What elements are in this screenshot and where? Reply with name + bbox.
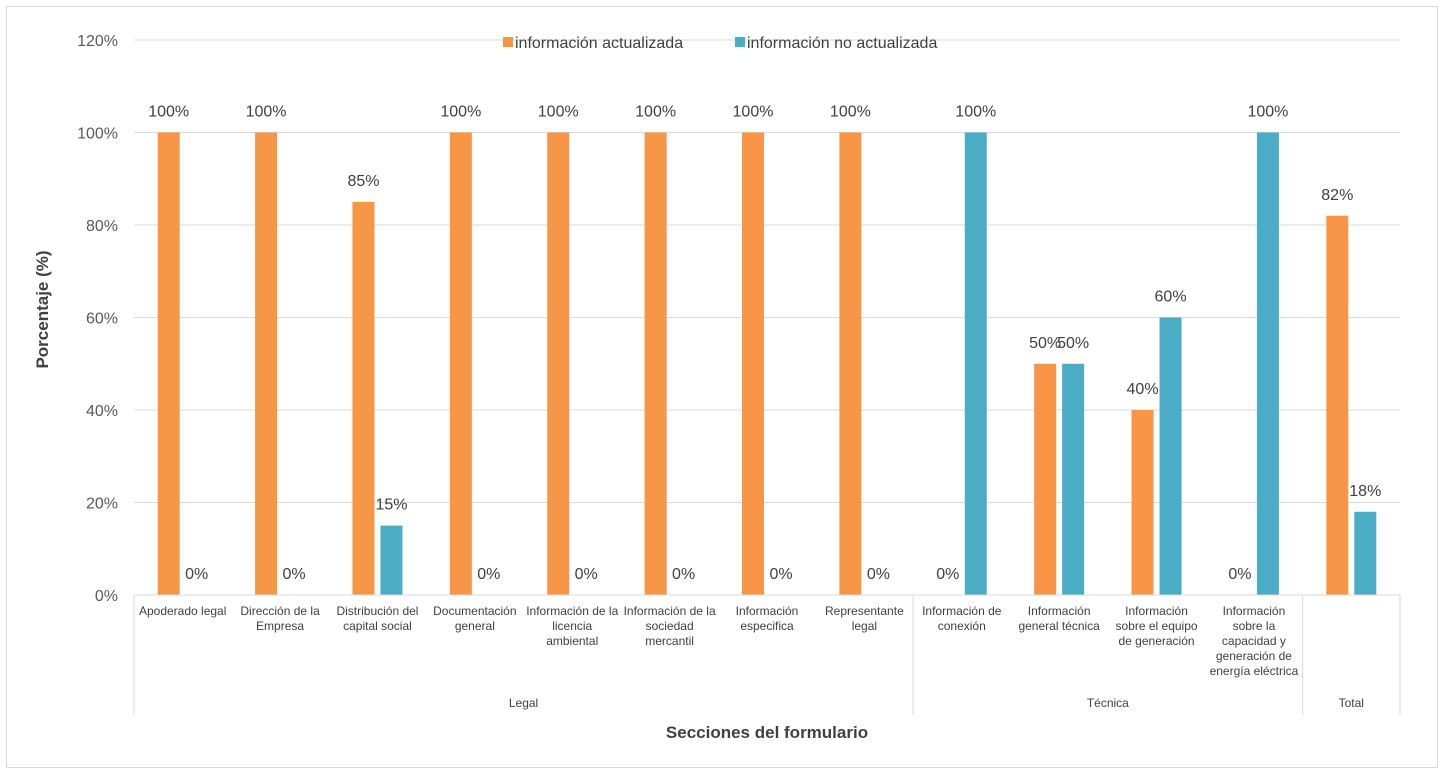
x-category-label: Información	[1223, 604, 1286, 618]
x-category-label: Información de	[922, 604, 1002, 618]
x-category-label: Información	[736, 604, 799, 618]
label-no-actualizada: 0%	[283, 566, 306, 583]
data-labels: 100% 0% 100% 0% 85% 15% 100% 0% 100% 0% 100% 0% 100%…	[148, 104, 1381, 584]
bar-no-actualizada	[964, 132, 987, 595]
x-category-label: Apoderado legal	[139, 604, 226, 618]
label-actualizada: 85%	[347, 173, 379, 190]
x-category-label: legal	[852, 619, 877, 633]
x-category-label: general técnica	[1018, 619, 1100, 633]
x-category-label: Distribución del	[336, 604, 418, 618]
x-category-label: capital social	[343, 619, 412, 633]
bar-no-actualizada	[1256, 132, 1279, 595]
y-axis-title: Porcentaje (%)	[33, 250, 52, 368]
x-category-label: energía eléctrica	[1210, 664, 1299, 678]
y-tick-label: 0%	[95, 588, 118, 605]
label-no-actualizada: 18%	[1349, 483, 1381, 500]
label-no-actualizada: 60%	[1155, 289, 1187, 306]
x-category-label: Información de la	[526, 604, 618, 618]
gridlines	[134, 39, 1400, 596]
x-category-label: conexión	[938, 619, 986, 633]
bar-actualizada	[255, 132, 278, 595]
y-tick-label: 40%	[86, 403, 118, 420]
bar-actualizada	[449, 132, 472, 595]
y-tick-label: 80%	[86, 218, 118, 235]
label-actualizada: 50%	[1029, 335, 1061, 352]
x-category-label: sociedad	[646, 619, 694, 633]
label-no-actualizada: 100%	[955, 104, 996, 121]
x-category-label: general	[455, 619, 495, 633]
label-actualizada: 100%	[635, 104, 676, 121]
x-category-label: Dirección de la	[240, 604, 320, 618]
label-no-actualizada: 0%	[185, 566, 208, 583]
bar-actualizada	[1326, 215, 1349, 595]
bar-actualizada	[1131, 410, 1154, 595]
bar-actualizada	[839, 132, 862, 595]
legend-label-actualizada: información actualizada	[515, 35, 683, 52]
x-category-label: sobre la	[1233, 619, 1276, 633]
y-tick-label: 100%	[77, 126, 118, 143]
bars	[157, 132, 1377, 595]
bar-actualizada	[1034, 363, 1057, 595]
legend: información actualizada información no ac…	[503, 35, 937, 52]
bar-no-actualizada	[1062, 363, 1085, 595]
bar-no-actualizada	[1159, 317, 1182, 595]
x-category-label: de generación	[1119, 634, 1195, 648]
bar-no-actualizada	[1354, 511, 1377, 595]
y-tick-label: 20%	[86, 496, 118, 513]
x-category-label: Documentación	[433, 604, 516, 618]
x-axis-title: Secciones del formulario	[666, 723, 868, 742]
label-actualizada: 82%	[1321, 187, 1353, 204]
x-category-label: mercantil	[645, 634, 694, 648]
y-tick-label: 60%	[86, 311, 118, 328]
label-no-actualizada: 0%	[867, 566, 890, 583]
label-no-actualizada: 15%	[375, 497, 407, 514]
y-tick-label: 120%	[77, 33, 118, 50]
label-actualizada: 100%	[830, 104, 871, 121]
x-category-label: Empresa	[256, 619, 304, 633]
x-category-label: ambiental	[546, 634, 598, 648]
label-no-actualizada: 0%	[672, 566, 695, 583]
x-category-label: licencia	[552, 619, 592, 633]
label-actualizada: 100%	[148, 104, 189, 121]
label-actualizada: 0%	[1228, 566, 1251, 583]
label-no-actualizada: 50%	[1057, 335, 1089, 352]
x-category-label: Información	[1125, 604, 1188, 618]
x-category-label: sobre el equipo	[1116, 619, 1198, 633]
x-category-label: generación de	[1216, 649, 1292, 663]
legend-swatch-actualizada	[503, 37, 513, 47]
bar-no-actualizada	[380, 525, 403, 595]
label-actualizada: 100%	[246, 104, 287, 121]
x-category-label: Información	[1028, 604, 1091, 618]
x-group-label: Técnica	[1087, 696, 1129, 710]
label-actualizada: 100%	[538, 104, 579, 121]
x-group-label: Legal	[509, 696, 538, 710]
x-category-label: Representante	[825, 604, 904, 618]
bar-actualizada	[157, 132, 180, 595]
x-category-label: capacidad y	[1222, 634, 1286, 648]
label-no-actualizada: 100%	[1247, 104, 1288, 121]
bar-actualizada	[352, 201, 375, 595]
x-category-label: especifica	[740, 619, 794, 633]
bar-actualizada	[742, 132, 764, 595]
label-actualizada: 40%	[1127, 381, 1159, 398]
bar-actualizada	[547, 132, 570, 595]
legend-swatch-no-actualizada	[735, 37, 745, 47]
bar-actualizada	[644, 132, 667, 595]
y-tick-labels: 0% 20% 40% 60% 80% 100% 120%	[77, 33, 118, 605]
label-actualizada: 0%	[936, 566, 959, 583]
legend-label-no-actualizada: información no actualizada	[747, 35, 937, 52]
label-actualizada: 100%	[440, 104, 481, 121]
label-no-actualizada: 0%	[477, 566, 500, 583]
x-category-label: Información de la	[624, 604, 716, 618]
label-actualizada: 100%	[733, 104, 774, 121]
label-no-actualizada: 0%	[575, 566, 598, 583]
label-no-actualizada: 0%	[769, 566, 792, 583]
x-group-label: Total	[1339, 696, 1364, 710]
